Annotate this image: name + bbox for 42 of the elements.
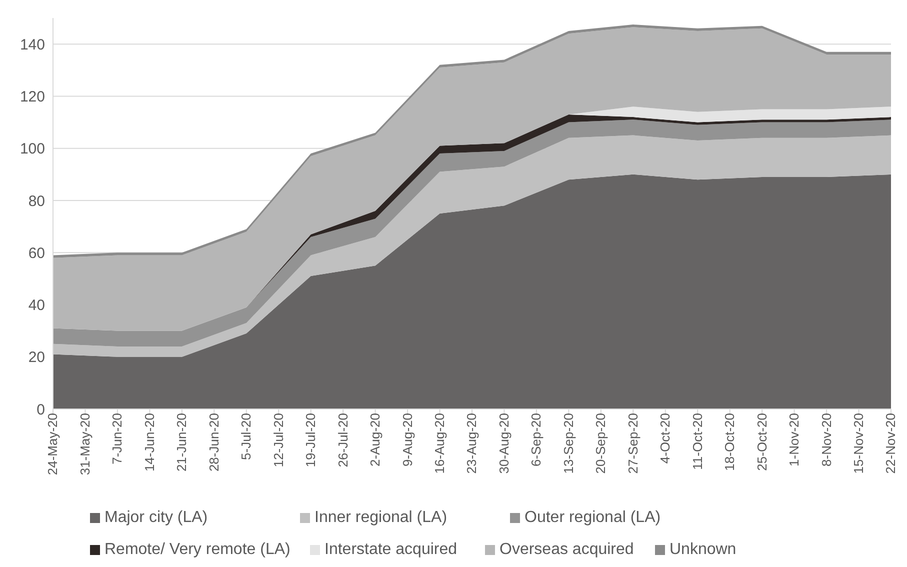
x-tick-label: 25-Oct-20 — [754, 413, 770, 471]
x-tick-label: 11-Oct-20 — [690, 413, 705, 470]
legend-label: Inner regional (LA) — [314, 509, 448, 527]
x-tick-label: 23-Aug-20 — [464, 413, 480, 474]
x-tick-label: 2-Aug-20 — [368, 413, 383, 466]
x-tick-label: 14-Jun-20 — [142, 413, 157, 472]
legend-label: Remote/ Very remote (LA) — [104, 541, 290, 559]
x-tick-label: 7-Jun-20 — [110, 413, 125, 464]
x-tick-label: 26-Jul-20 — [335, 413, 350, 468]
legend-label: Major city (LA) — [104, 509, 208, 527]
x-tick-label: 15-Nov-20 — [851, 413, 866, 474]
y-tick-label: 20 — [28, 349, 45, 366]
y-tick-label: 140 — [20, 36, 45, 54]
x-tick-label: 12-Jul-20 — [270, 413, 286, 468]
y-tick-label: 120 — [20, 88, 45, 106]
x-tick-label: 16-Aug-20 — [432, 413, 447, 474]
x-tick-label: 1-Nov-20 — [786, 413, 802, 466]
x-tick-label: 5-Jul-20 — [238, 413, 254, 460]
x-tick-label: 19-Jul-20 — [303, 413, 318, 468]
x-tick-label: 31-May-20 — [77, 413, 92, 476]
x-tick-label: 21-Jun-20 — [174, 413, 190, 472]
x-tick-label: 22-Nov-20 — [883, 413, 898, 474]
x-tick-label: 30-Aug-20 — [496, 413, 512, 474]
y-tick-label: 100 — [20, 140, 45, 158]
x-tick-label: 6-Sep-20 — [528, 413, 544, 466]
legend-label: Interstate acquired — [324, 541, 458, 559]
y-tick-label: 40 — [28, 297, 45, 314]
legend-label: Outer regional (LA) — [524, 509, 661, 527]
y-tick-label: 80 — [28, 192, 45, 210]
x-tick-label: 18-Oct-20 — [722, 413, 738, 471]
x-tick-label: 9-Aug-20 — [400, 413, 415, 466]
legend-label: Unknown — [670, 541, 736, 559]
x-tick-label: 24-May-20 — [45, 413, 60, 476]
x-tick-label: 20-Sep-20 — [593, 413, 608, 474]
x-tick-label: 27-Sep-20 — [625, 413, 640, 474]
x-tick-label: 28-Jun-20 — [206, 413, 222, 472]
x-tick-label: 13-Sep-20 — [560, 413, 576, 474]
y-tick-label: 0 — [36, 401, 45, 418]
x-tick-label: 8-Nov-20 — [818, 413, 834, 466]
y-tick-label: 60 — [28, 244, 45, 262]
x-tick-label: 4-Oct-20 — [658, 413, 673, 464]
legend-label: Overseas acquired — [500, 541, 634, 559]
